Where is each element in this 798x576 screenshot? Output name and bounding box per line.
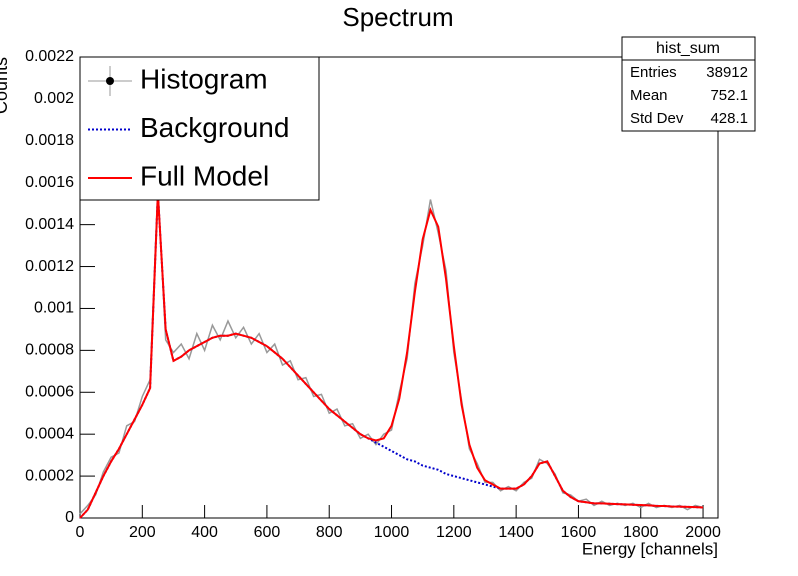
series-line — [79, 193, 704, 519]
stats-frame — [621, 36, 756, 132]
x-tick-label: 1400 — [498, 524, 534, 541]
legend-label: Histogram — [140, 63, 268, 94]
stats-box: hist_sum Entries 38912 Mean 752.1 Std Dev 428.… — [621, 36, 756, 132]
x-tick-label: 600 — [254, 524, 281, 541]
y-tick-label: 0.0022 — [25, 48, 74, 65]
y-tick-label: 0.0006 — [25, 383, 74, 400]
x-tick-label: 400 — [191, 524, 218, 541]
y-tick-label: 0.0008 — [25, 342, 74, 359]
x-tick-label: 800 — [316, 524, 343, 541]
y-tick-label: 0.0002 — [25, 467, 74, 484]
chart-title: Spectrum — [342, 2, 453, 32]
x-axis-label: Energy [channels] — [582, 539, 718, 558]
stats-value: 752.1 — [710, 87, 748, 104]
y-tick-label: 0.0004 — [25, 425, 74, 442]
y-tick-label: 0.001 — [34, 300, 74, 317]
y-tick-label: 0 — [65, 509, 74, 526]
x-tick-label: 2000 — [685, 524, 721, 541]
x-tick-label: 1800 — [623, 524, 659, 541]
y-tick-label: 0.002 — [34, 90, 74, 107]
y-tick-label: 0.0014 — [25, 216, 74, 233]
x-tick-label: 1600 — [561, 524, 597, 541]
legend: Histogram Background Full Model — [79, 56, 320, 201]
x-tick-label: 200 — [129, 524, 156, 541]
legend-swatch — [106, 77, 114, 85]
y-axis-label: Counts — [0, 57, 11, 114]
y-tick-label: 0.0012 — [25, 258, 74, 275]
stats-label: Entries — [630, 64, 677, 81]
stats-title: hist_sum — [656, 40, 720, 57]
stats-label: Std Dev — [630, 110, 684, 127]
y-tick-label: 0.0018 — [25, 132, 74, 149]
y-tick-label: 0.0016 — [25, 174, 74, 191]
x-tick-label: 0 — [76, 524, 85, 541]
stats-value: 38912 — [706, 64, 748, 81]
stats-value: 428.1 — [710, 110, 748, 127]
legend-label: Full Model — [140, 160, 269, 191]
stats-label: Mean — [630, 87, 668, 104]
legend-label: Background — [140, 112, 289, 143]
x-tick-label: 1200 — [436, 524, 472, 541]
x-tick-label: 1000 — [374, 524, 410, 541]
plot-frame — [79, 56, 719, 519]
